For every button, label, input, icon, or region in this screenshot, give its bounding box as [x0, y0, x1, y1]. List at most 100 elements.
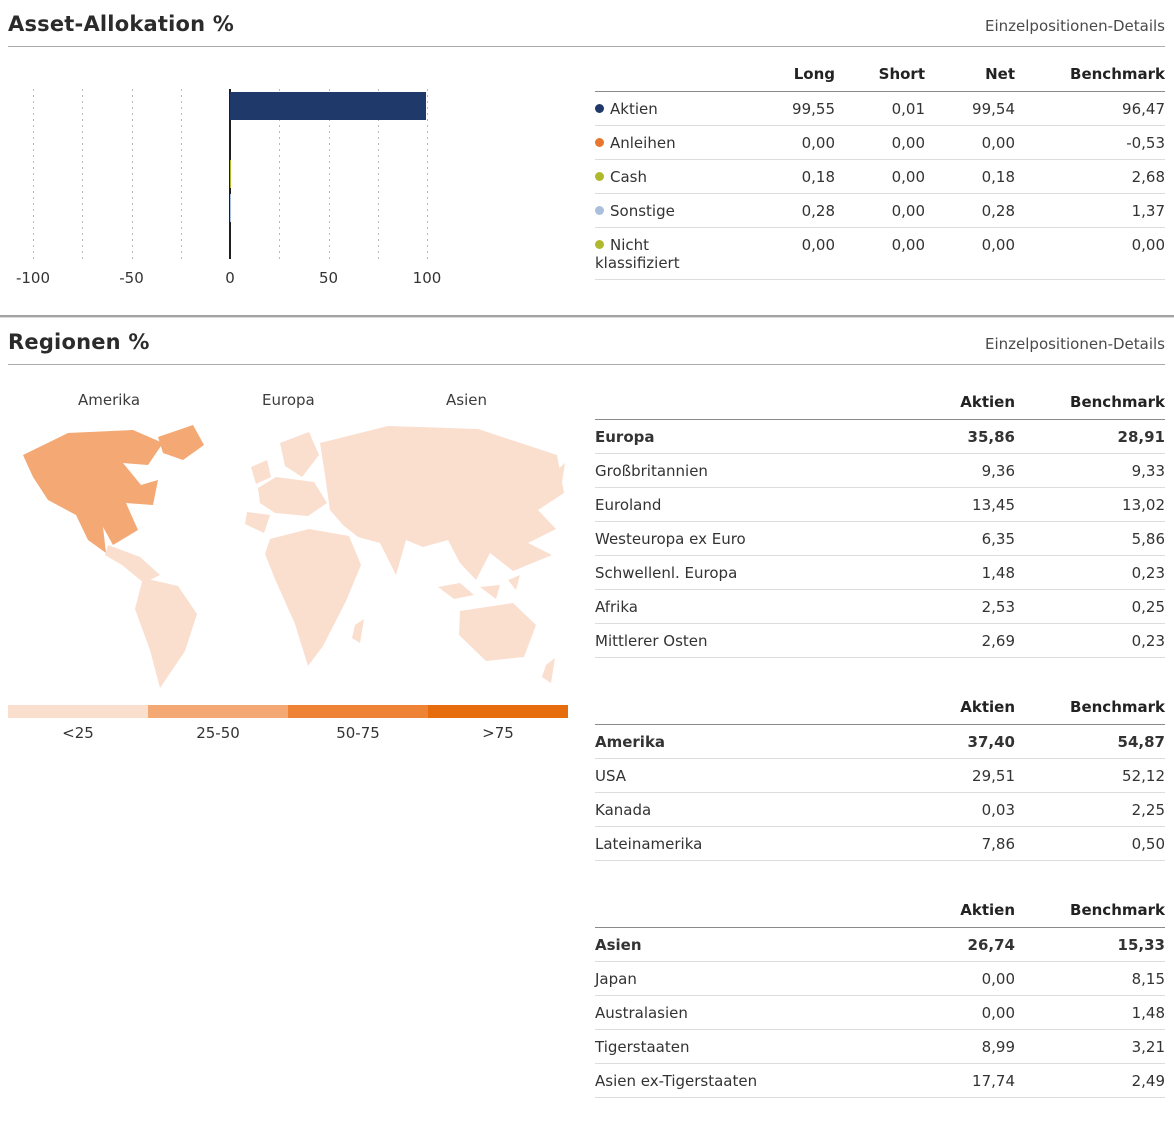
cell-long: 0,00 — [725, 227, 835, 280]
chart-gridline — [180, 89, 182, 259]
map-legend-bar — [8, 705, 568, 718]
cell-aktien: 0,00 — [905, 961, 1015, 996]
allocation-chart-column: -100 -50 0 50 100 — [8, 59, 595, 289]
row-label: Westeuropa ex Euro — [595, 521, 905, 556]
row-label: Lateinamerika — [595, 826, 905, 861]
table-row: Sonstige 0,28 0,00 0,28 1,37 — [595, 193, 1165, 228]
regions-tables-column: Aktien Benchmark Europa 35,86 28,91 Groß… — [595, 377, 1165, 1098]
asset-allocation-table: Long Short Net Benchmark Aktien 99,55 0,… — [595, 59, 1165, 280]
chart-gridline — [82, 89, 84, 259]
cell-short: 0,00 — [835, 159, 925, 194]
table-row: Kanada 0,03 2,25 — [595, 792, 1165, 827]
cell-benchmark: 2,25 — [1015, 792, 1165, 827]
col-header-benchmark: Benchmark — [1015, 895, 1165, 928]
bar-aktien — [230, 92, 427, 120]
row-label: Aktien — [610, 100, 658, 118]
map-region-greenland — [158, 425, 204, 460]
chart-gridline — [377, 89, 379, 259]
cell-benchmark: 15,33 — [1015, 927, 1165, 962]
table-header-row: Aktien Benchmark — [595, 895, 1165, 928]
legend-segment-50-75 — [288, 705, 428, 718]
section-title: Regionen % — [8, 330, 150, 354]
map-region-iberia — [245, 512, 270, 533]
row-label: Cash — [610, 168, 647, 186]
cell-aktien: 29,51 — [905, 758, 1015, 793]
map-label-amerika: Amerika — [78, 391, 141, 409]
section-header: Asset-Allokation % Einzelpositionen-Deta… — [8, 0, 1165, 47]
cell-net: 0,28 — [925, 193, 1015, 228]
series-color-dot — [595, 240, 604, 249]
table-row: USA 29,51 52,12 — [595, 758, 1165, 793]
cell-benchmark: 54,87 — [1015, 724, 1165, 759]
cell-aktien: 6,35 — [905, 521, 1015, 556]
table-header-row: Long Short Net Benchmark — [595, 59, 1165, 92]
axis-tick-label: 0 — [225, 269, 235, 287]
col-header-long: Long — [725, 59, 835, 92]
col-header-net: Net — [925, 59, 1015, 92]
cell-benchmark: 0,50 — [1015, 826, 1165, 861]
allocation-content: -100 -50 0 50 100 Long Short Net Benchmark — [8, 59, 1165, 289]
cell-long: 0,00 — [725, 125, 835, 160]
series-color-dot — [595, 138, 604, 147]
cell-aktien: 13,45 — [905, 487, 1015, 522]
map-region-north-america — [23, 430, 163, 553]
section-divider — [0, 315, 1174, 318]
cell-benchmark: 2,49 — [1015, 1063, 1165, 1098]
cell-net: 99,54 — [925, 91, 1015, 126]
map-legend-labels: <25 25-50 50-75 >75 — [8, 724, 568, 742]
cell-short: 0,00 — [835, 227, 925, 280]
legend-segment-25-50 — [148, 705, 288, 718]
axis-tick-label: -50 — [119, 269, 144, 287]
chart-gridline — [279, 89, 281, 259]
regions-table-asien: Aktien Benchmark Asien 26,74 15,33 Japan… — [595, 895, 1165, 1098]
cell-aktien: 17,74 — [905, 1063, 1015, 1098]
legend-segment-lt25 — [8, 705, 148, 718]
allocation-plot — [33, 89, 428, 259]
cell-aktien: 35,86 — [905, 419, 1015, 454]
row-label: Nicht klassifiziert — [595, 236, 680, 272]
section-header: Regionen % Einzelpositionen-Details — [8, 318, 1165, 365]
regions-section: Regionen % Einzelpositionen-Details Amer… — [0, 318, 1174, 1098]
details-link[interactable]: Einzelpositionen-Details — [985, 335, 1165, 353]
col-header-empty — [595, 895, 905, 928]
table-row: Australasien 0,00 1,48 — [595, 995, 1165, 1030]
row-label: Anleihen — [610, 134, 676, 152]
chart-gridline — [328, 89, 330, 259]
cell-aktien: 9,36 — [905, 453, 1015, 488]
cell-aktien: 2,69 — [905, 623, 1015, 658]
map-region-indonesia-2 — [480, 585, 500, 599]
col-header-aktien: Aktien — [905, 895, 1015, 928]
map-region-scandinavia — [280, 432, 319, 477]
axis-tick-label: -100 — [15, 269, 51, 287]
cell-long: 0,18 — [725, 159, 835, 194]
axis-tick-label: 100 — [412, 269, 442, 287]
chart-gridline — [427, 89, 428, 259]
col-header-empty — [595, 59, 725, 92]
table-row: Tigerstaaten 8,99 3,21 — [595, 1029, 1165, 1064]
col-header-aktien: Aktien — [905, 692, 1015, 725]
cell-benchmark: 0,23 — [1015, 555, 1165, 590]
col-header-aktien: Aktien — [905, 387, 1015, 420]
cell-aktien: 8,99 — [905, 1029, 1015, 1064]
table-row: Euroland 13,45 13,02 — [595, 487, 1165, 522]
map-region-australia — [459, 603, 536, 661]
col-header-empty — [595, 692, 905, 725]
table-row: Mittlerer Osten 2,69 0,23 — [595, 623, 1165, 658]
cell-benchmark: 96,47 — [1015, 91, 1165, 126]
cell-short: 0,00 — [835, 193, 925, 228]
details-link[interactable]: Einzelpositionen-Details — [985, 17, 1165, 35]
cell-benchmark: 28,91 — [1015, 419, 1165, 454]
map-region-madagascar — [352, 619, 364, 643]
row-label: Australasien — [595, 995, 905, 1030]
row-label: Großbritannien — [595, 453, 905, 488]
series-color-dot — [595, 104, 604, 113]
cell-benchmark: -0,53 — [1015, 125, 1165, 160]
table-row: Afrika 2,53 0,25 — [595, 589, 1165, 624]
legend-label: 25-50 — [196, 724, 240, 742]
row-label: USA — [595, 758, 905, 793]
map-label-europa: Europa — [262, 391, 315, 409]
table-row: Europa 35,86 28,91 — [595, 419, 1165, 454]
table-row: Schwellenl. Europa 1,48 0,23 — [595, 555, 1165, 590]
regions-table-amerika: Aktien Benchmark Amerika 37,40 54,87 USA… — [595, 692, 1165, 861]
table-row: Aktien 99,55 0,01 99,54 96,47 — [595, 91, 1165, 126]
